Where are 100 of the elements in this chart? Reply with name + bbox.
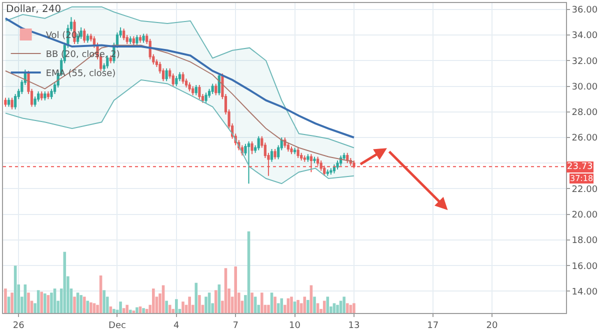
candlestick (198, 84, 201, 100)
bar (4, 288, 7, 313)
bar (36, 290, 40, 313)
bar (188, 296, 191, 313)
bar (280, 298, 284, 313)
candlestick (188, 82, 191, 92)
x-tick-label: 26 (12, 320, 25, 331)
bar (267, 304, 270, 313)
bar (175, 299, 178, 313)
bar (50, 292, 53, 313)
bar (198, 295, 201, 313)
bar (14, 266, 17, 313)
bar (306, 300, 310, 313)
candlestick (250, 140, 254, 155)
bar (250, 292, 254, 313)
bar (73, 296, 76, 313)
bar (44, 293, 46, 313)
x-tick-label: 4 (174, 320, 180, 331)
candlestick (182, 72, 184, 84)
candlestick (330, 168, 332, 176)
bar (290, 296, 293, 313)
bar (40, 292, 44, 313)
candlestick (247, 140, 250, 184)
candlestick (290, 146, 293, 155)
y-tick-label: 32.00 (572, 56, 598, 67)
candlestick (332, 164, 336, 174)
bar (142, 308, 145, 313)
candlestick (293, 147, 296, 155)
bar (260, 292, 264, 313)
bar (274, 296, 276, 313)
bar (82, 296, 86, 313)
bar (296, 300, 300, 313)
candlestick (136, 34, 138, 46)
y-tick-label: 34.00 (572, 31, 598, 42)
candlestick (175, 76, 178, 87)
candlestick (172, 72, 174, 87)
bar (102, 290, 106, 313)
bar (234, 266, 237, 313)
bar (254, 296, 257, 313)
y-tick-label: 30.00 (572, 82, 598, 92)
bar (126, 304, 128, 313)
bar (352, 303, 356, 313)
bar (313, 296, 316, 313)
bar (27, 292, 30, 313)
x-tick-label: 7 (232, 320, 238, 331)
bar (204, 296, 208, 313)
candlestick (342, 152, 346, 162)
y-tick-label: 18.00 (572, 236, 598, 246)
bar (122, 308, 126, 313)
bar (270, 292, 274, 313)
bar (332, 303, 336, 313)
candlestick (306, 154, 310, 162)
candlestick (14, 93, 17, 110)
x-tick-label: Dec (108, 320, 126, 331)
y-tick-label: 36.00 (572, 6, 598, 16)
bar (7, 296, 10, 313)
candlestick (296, 147, 300, 158)
bar (165, 300, 168, 313)
bar (322, 300, 326, 313)
candlestick (346, 152, 349, 164)
bar (46, 295, 50, 313)
candlestick (4, 97, 7, 108)
bar (293, 302, 296, 313)
bar (76, 292, 80, 313)
candlestick (46, 90, 50, 100)
bar (182, 302, 184, 313)
bar (336, 304, 339, 313)
candlestick (165, 68, 168, 82)
candlestick (132, 36, 135, 46)
bar (172, 308, 175, 313)
chart-title: Dollar, 240 (6, 4, 62, 16)
bar (326, 296, 330, 313)
candlestick (274, 148, 276, 160)
candlestick (86, 33, 89, 44)
candlestick (270, 148, 274, 162)
candlestick (303, 154, 306, 162)
candlestick (10, 97, 14, 110)
candlestick (142, 33, 145, 44)
candlestick (40, 90, 43, 101)
bar (208, 292, 211, 313)
candlestick (138, 34, 142, 44)
candlestick (44, 90, 46, 101)
bar (247, 231, 250, 313)
y-tick-label: 28.00 (572, 108, 598, 118)
candlestick (194, 84, 198, 96)
candlestick (204, 92, 208, 104)
bar (346, 303, 349, 313)
candlestick (257, 136, 260, 151)
y-tick-label: 20.00 (572, 210, 598, 221)
bar (136, 307, 138, 313)
x-tick-label: 20 (486, 320, 498, 331)
y-tick-label: 14.00 (572, 287, 598, 298)
bar (129, 310, 132, 313)
bar (112, 308, 116, 313)
bar (214, 290, 218, 313)
candlestick (214, 83, 218, 96)
bar (316, 303, 320, 313)
candlestick (7, 97, 10, 108)
bar (90, 302, 92, 313)
candlestick (122, 28, 126, 41)
